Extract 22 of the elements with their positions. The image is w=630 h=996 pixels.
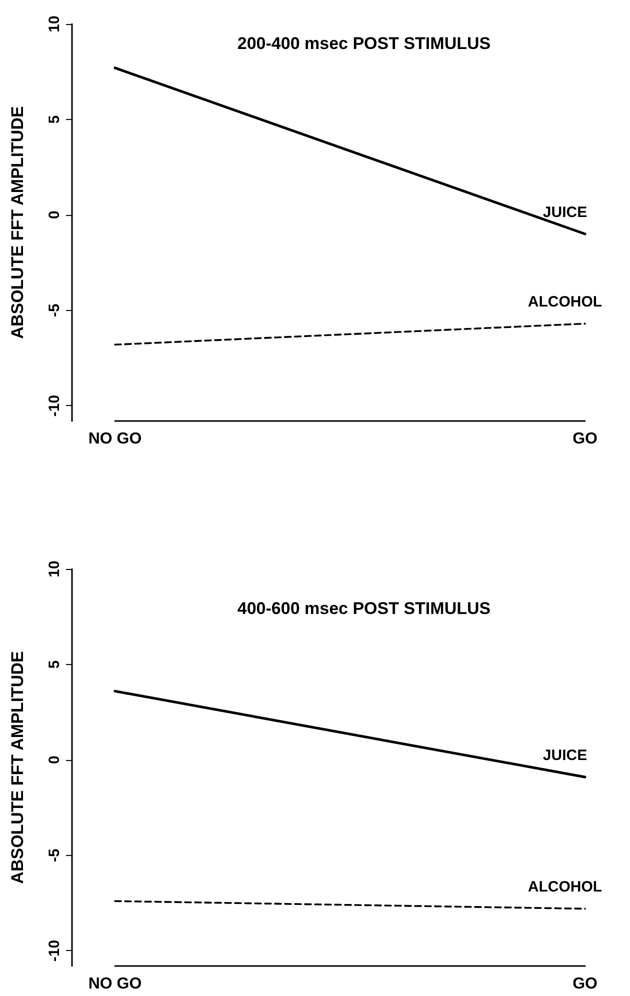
series-label: JUICE <box>542 204 588 221</box>
series-label: ALCOHOL <box>528 294 602 311</box>
y-tick-label: 0 <box>46 210 63 220</box>
series-label: ALCOHOL <box>528 878 602 896</box>
y-axis-title: ABSOLUTE FFT AMPLITUDE <box>8 651 27 884</box>
x-tick-label: GO <box>572 430 598 448</box>
y-tick-label: 5 <box>46 115 63 124</box>
y-tick-label: 0 <box>46 756 63 764</box>
y-tick-label: -10 <box>46 394 63 417</box>
y-tick-label: 5 <box>46 660 63 669</box>
text: 400-600 msec POST STIMULUS <box>237 599 491 618</box>
y-axis-title: ABSOLUTE FFT AMPLITUDE <box>8 106 27 339</box>
x-tick-label: NO GO <box>88 430 142 448</box>
y-tick-label: 10 <box>46 16 63 32</box>
y-tick-label: 10 <box>46 560 63 578</box>
series-label: JUICE <box>542 747 588 764</box>
y-tick-label: -10 <box>46 940 63 962</box>
x-tick-label: NO GO <box>88 976 142 992</box>
y-tick-label: -5 <box>46 304 63 317</box>
y-tick-label: -5 <box>46 848 63 862</box>
x-tick-label: GO <box>572 976 598 992</box>
text: 200-400 msec POST STIMULUS <box>237 34 491 53</box>
